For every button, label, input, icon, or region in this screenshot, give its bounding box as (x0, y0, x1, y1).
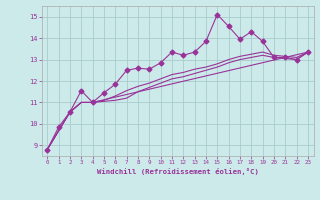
X-axis label: Windchill (Refroidissement éolien,°C): Windchill (Refroidissement éolien,°C) (97, 168, 259, 175)
